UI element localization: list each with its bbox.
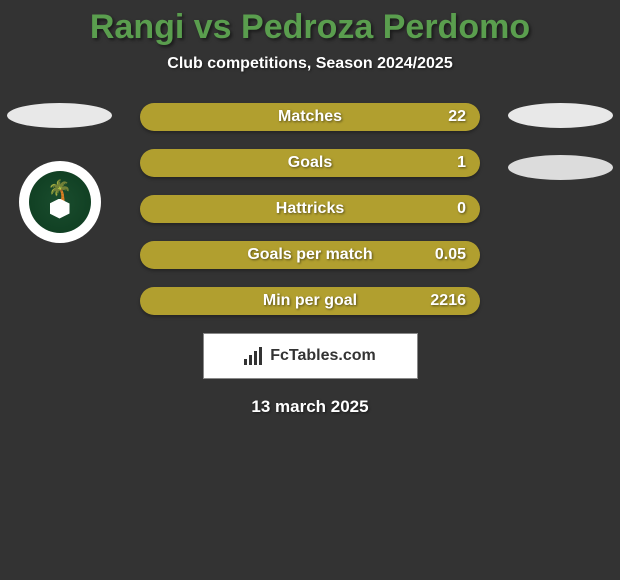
stat-bar-matches: Matches 22 xyxy=(140,103,480,131)
right-player-placeholder-2 xyxy=(508,155,613,180)
stat-label: Matches xyxy=(278,108,342,126)
stat-label: Min per goal xyxy=(263,292,357,310)
stat-bar-min-per-goal: Min per goal 2216 xyxy=(140,287,480,315)
stat-bar-goals-per-match: Goals per match 0.05 xyxy=(140,241,480,269)
left-player-placeholder xyxy=(7,103,112,128)
club-logo-left: 🌴 xyxy=(19,161,101,243)
stat-value: 0 xyxy=(457,200,466,218)
al-ahli-logo-icon: 🌴 xyxy=(29,171,91,233)
branding-text: FcTables.com xyxy=(270,347,376,365)
stats-column: Matches 22 Goals 1 Hattricks 0 Goals per… xyxy=(140,103,480,315)
stat-bar-goals: Goals 1 xyxy=(140,149,480,177)
stat-label: Goals xyxy=(288,154,332,172)
bar-chart-icon xyxy=(244,347,264,365)
stat-label: Hattricks xyxy=(276,200,344,218)
stat-label: Goals per match xyxy=(247,246,372,264)
shield-icon xyxy=(50,199,70,219)
stat-value: 0.05 xyxy=(435,246,466,264)
branding-box: FcTables.com xyxy=(203,333,418,379)
stat-value: 22 xyxy=(448,108,466,126)
right-player-placeholder-1 xyxy=(508,103,613,128)
subtitle: Club competitions, Season 2024/2025 xyxy=(167,55,452,73)
main-content: 🌴 Matches 22 Goals 1 Hattricks 0 Goals p… xyxy=(0,103,620,315)
page-title: Rangi vs Pedroza Perdomo xyxy=(90,8,530,47)
stat-value: 2216 xyxy=(430,292,466,310)
right-player-column xyxy=(508,103,613,180)
infographic-container: Rangi vs Pedroza Perdomo Club competitio… xyxy=(0,0,620,417)
date-text: 13 march 2025 xyxy=(251,397,368,417)
stat-bar-hattricks: Hattricks 0 xyxy=(140,195,480,223)
palm-tree-icon: 🌴 xyxy=(47,181,72,201)
stat-value: 1 xyxy=(457,154,466,172)
left-player-column: 🌴 xyxy=(7,103,112,243)
